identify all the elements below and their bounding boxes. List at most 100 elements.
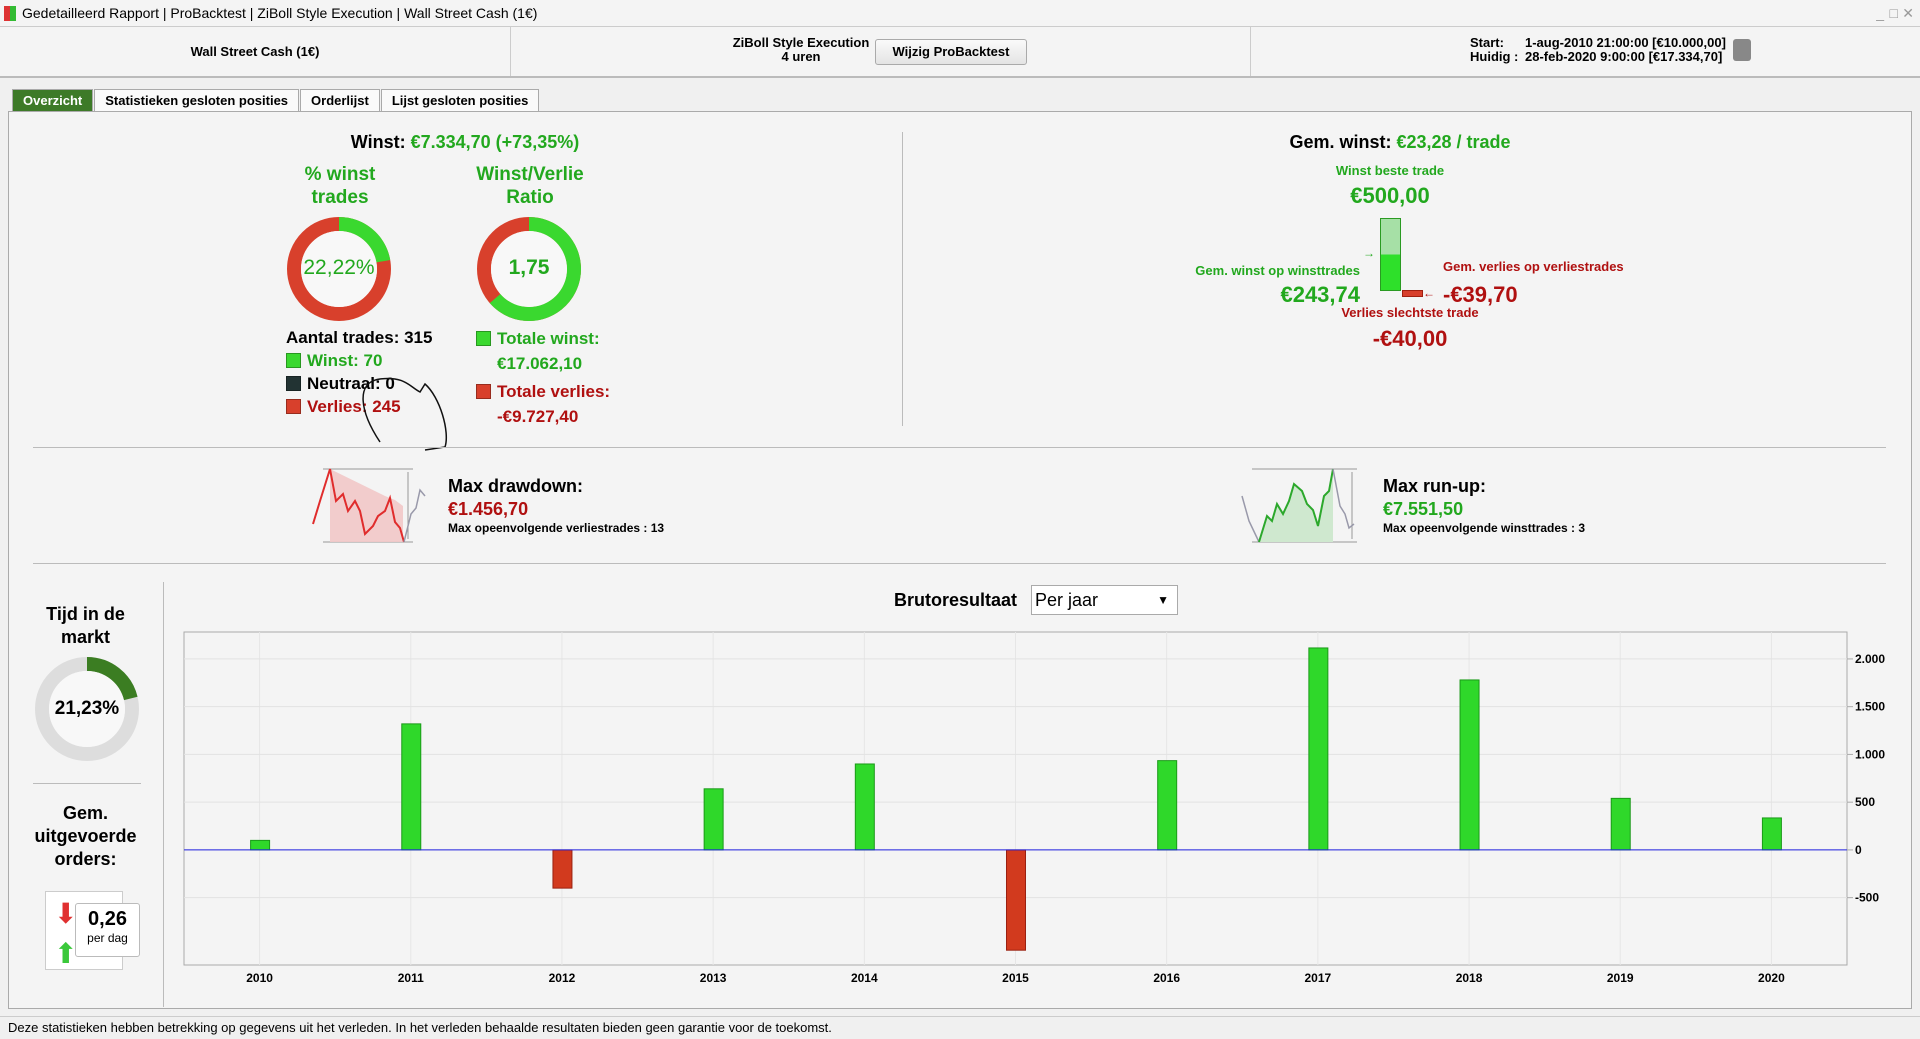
y-tick-label: 500 (1855, 795, 1875, 809)
tab-overzicht[interactable]: Overzicht (12, 89, 94, 112)
divider (33, 563, 1886, 564)
winst-heading: Winst: €7.334,70 (+73,35%) (300, 132, 630, 153)
drawdown-icon (312, 468, 426, 543)
strategy-name: ZiBoll Style Execution (732, 35, 870, 50)
totals: Totale winst: €17.062,10 Totale verlies:… (476, 326, 610, 429)
bar (1761, 817, 1782, 851)
drawdown-value: €1.456,70 (448, 499, 529, 519)
arrow-down-icon: ⬇ (54, 898, 78, 929)
y-tick-label: 1.000 (1855, 747, 1885, 761)
tijd-donut (35, 657, 139, 761)
runup-label: Max run-up: (1383, 476, 1486, 496)
period-select[interactable]: Per jaar ▼ (1031, 585, 1178, 615)
winst-count-text: Winst: 70 (307, 351, 383, 370)
totale-winst-label: Totale winst: (497, 329, 600, 348)
instrument-name: Wall Street Cash (1€) (0, 27, 511, 76)
chart-title: Brutoresultaat (894, 590, 1018, 610)
loss-swatch (286, 399, 301, 414)
pct-title-line: % winst (304, 164, 376, 185)
bar (703, 788, 724, 851)
header: Wall Street Cash (1€) ZiBoll Style Execu… (0, 27, 1920, 78)
chevron-down-icon: ▼ (1157, 593, 1169, 607)
ratio-title: Winst/Verlie Ratio (460, 163, 600, 209)
print-icon[interactable] (1733, 39, 1751, 61)
x-tick-label: 2019 (1607, 971, 1634, 985)
y-tick-label: 0 (1855, 843, 1862, 857)
tijd-line: markt (60, 627, 111, 647)
divider (33, 783, 141, 784)
totale-verlies-value: -€9.727,40 (497, 407, 579, 426)
x-tick-label: 2016 (1153, 971, 1180, 985)
minimize-icon[interactable]: _ (1876, 5, 1884, 21)
gem-label: Gem. winst: (1289, 132, 1392, 152)
period-info: Start: 1-aug-2010 21:00:00 [€10.000,00] H… (1470, 36, 1726, 64)
edit-probacktest-button[interactable]: Wijzig ProBacktest (875, 39, 1027, 65)
bar (552, 849, 573, 889)
pct-title-line: trades (311, 187, 369, 208)
runup-sub: Max opeenvolgende winsttrades : 3 (1383, 521, 1586, 535)
period-select-value: Per jaar (1035, 590, 1099, 610)
x-tick-label: 2018 (1456, 971, 1483, 985)
strategy-section: ZiBoll Style Execution 4 uren Wijzig Pro… (511, 27, 1251, 76)
totale-verlies-label: Totale verlies: (497, 382, 611, 401)
tijd-in-markt-title: Tijd in de markt (28, 603, 143, 649)
current-label: Huidig : (1470, 49, 1519, 64)
start-value: 1-aug-2010 21:00:00 [€10.000,00] (1525, 35, 1726, 50)
drawdown-label: Max drawdown: (448, 476, 584, 496)
maximize-icon[interactable]: □ (1889, 5, 1898, 21)
gem-winst-value: €243,74 (1280, 282, 1360, 307)
winst-value: €7.334,70 (+73,35%) (410, 132, 580, 152)
verlies-count-text: Verlies: 245 (307, 397, 401, 416)
ratio-donut (477, 217, 581, 321)
divider (163, 582, 164, 1007)
divider (33, 447, 1886, 448)
donut-center (491, 231, 567, 307)
disclaimer: Deze statistieken hebben betrekking op g… (0, 1016, 1920, 1038)
tab-statistieken[interactable]: Statistieken gesloten posities (94, 89, 300, 112)
pct-winst-donut (287, 217, 391, 321)
aantal-trades: Aantal trades: 315 (286, 328, 433, 347)
verlies-count: Verlies: 245 (286, 395, 432, 418)
tab-orderlijst[interactable]: Orderlijst (300, 89, 380, 112)
bar (1459, 679, 1480, 851)
orders-badge: 0,26 per dag (75, 903, 140, 957)
beste-label: Winst beste trade (1335, 163, 1445, 178)
orders-unit: per dag (87, 931, 128, 945)
win-range-bar (1380, 218, 1401, 291)
timeframe: 4 uren (781, 49, 821, 64)
ratio-value: 1,75 (508, 256, 550, 279)
loss-swatch (476, 384, 491, 399)
win-swatch (476, 331, 491, 346)
bar (854, 763, 875, 851)
gem-verlies-value: -€39,70 (1443, 282, 1518, 307)
neutraal-count: Neutraal: 0 (286, 372, 432, 395)
bar (401, 723, 422, 851)
bar (1610, 797, 1631, 851)
y-tick-label: 1.500 (1855, 700, 1885, 714)
orders-line: orders: (54, 849, 117, 869)
donut-center (301, 231, 377, 307)
divider (902, 132, 903, 426)
x-tick-label: 2015 (1002, 971, 1029, 985)
bar (1157, 760, 1178, 851)
close-icon[interactable]: ✕ (1902, 5, 1914, 21)
orders-value: 0,26 (88, 908, 127, 930)
handwritten-scribble (362, 377, 447, 451)
donut-win-arc (338, 217, 391, 263)
runup-value: €7.551,50 (1383, 499, 1464, 519)
orders-line: Gem. (62, 803, 109, 823)
donut-center (49, 671, 125, 747)
slechtste-label: Verlies slechtste trade (1341, 305, 1479, 320)
x-tick-label: 2013 (700, 971, 727, 985)
x-tick-label: 2010 (246, 971, 273, 985)
x-tick-label: 2020 (1758, 971, 1785, 985)
neutral-swatch (286, 376, 301, 391)
runup-icon (1241, 468, 1357, 543)
trade-counts: Aantal trades: 315 Winst: 70 Neutraal: 0… (286, 326, 432, 418)
gem-winst-label: Gem. winst op winsttrades (1195, 263, 1360, 278)
tab-lijst-gesloten-posities[interactable]: Lijst gesloten posities (380, 89, 540, 112)
arrow-right-icon: → (1363, 246, 1375, 260)
gem-verlies-label: Gem. verlies op verliestrades (1443, 259, 1624, 274)
win-swatch (286, 353, 301, 368)
x-tick-label: 2017 (1305, 971, 1332, 985)
